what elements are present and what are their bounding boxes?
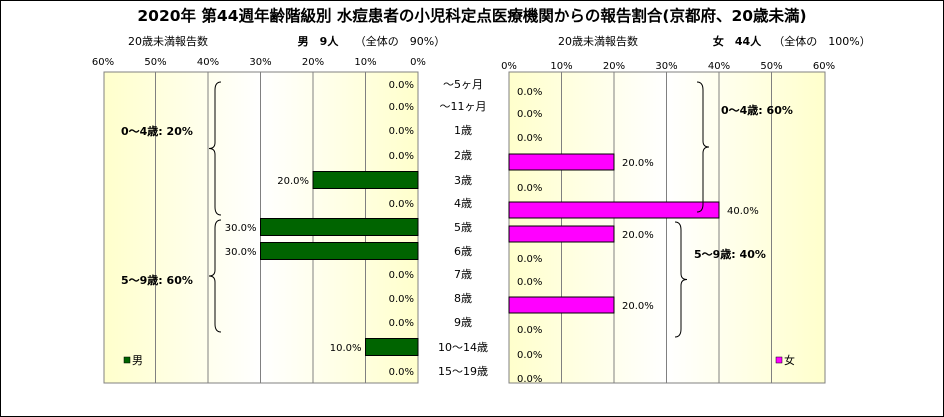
male-x-tick-label: 0% [410, 57, 426, 68]
male-bar [312, 171, 419, 189]
category-label: 5歳 [454, 221, 472, 234]
category-label: 6歳 [454, 245, 472, 258]
category-label: 7歳 [454, 268, 472, 281]
male-data-labels: 0.0% 0.0% 0.0% 0.0% 20.0% 0.0% 30.0% 30.0% 0.0% 0… [225, 80, 414, 378]
female-header: 女 44人 [713, 34, 762, 48]
male-data-label: 30.0% [225, 247, 257, 258]
female-data-label: 0.0% [517, 277, 542, 288]
male-bar [260, 218, 419, 236]
female-group-5-9: 5～9歳: 40% [694, 247, 766, 261]
category-label: 9歳 [454, 316, 472, 329]
male-x-tick-label: 40% [197, 57, 219, 68]
female-share: （全体の 100%） [773, 34, 870, 48]
male-data-label: 0.0% [389, 318, 414, 329]
category-label: 8歳 [454, 292, 472, 305]
female-bar [508, 296, 615, 314]
female-data-label: 0.0% [517, 87, 542, 98]
male-bar [260, 242, 419, 260]
category-labels: ～5ヶ月 ～11ヶ月 1歳 2歳 3歳 4歳 5歳 6歳 7歳 8歳 9歳 10～14歳 15～19歳 [438, 78, 488, 378]
male-x-tick-label: 60% [92, 57, 114, 68]
male-data-label: 10.0% [330, 343, 362, 354]
female-data-labels: 0.0% 0.0% 0.0% 20.0% 0.0% 40.0% 20.0% 0.0% 0.0% 2… [517, 87, 759, 385]
right-caption: 20歳未満報告数 [558, 35, 638, 48]
female-data-label: 0.0% [517, 350, 542, 361]
age-bracket [696, 81, 710, 213]
male-legend-label: 男 [132, 354, 143, 367]
female-data-label: 20.0% [622, 158, 654, 169]
female-x-tick-label: 0% [501, 61, 517, 72]
male-data-label: 30.0% [225, 223, 257, 234]
female-x-tick-label: 10% [550, 61, 572, 72]
category-label: 15～19歳 [438, 365, 488, 378]
age-bracket [674, 221, 688, 338]
female-data-label: 20.0% [622, 301, 654, 312]
female-data-label: 0.0% [517, 133, 542, 144]
female-x-tick-label: 60% [813, 61, 835, 72]
female-legend-swatch [775, 356, 783, 364]
male-data-label: 20.0% [277, 176, 309, 187]
male-group-0-4: 0～4歳: 20% [121, 124, 193, 138]
category-label: 10～14歳 [438, 341, 488, 354]
category-label: 2歳 [454, 149, 472, 162]
male-data-label: 0.0% [389, 126, 414, 137]
age-bracket [208, 219, 222, 333]
male-x-tick-label: 50% [144, 57, 166, 68]
female-data-label: 0.0% [517, 183, 542, 194]
female-data-label: 20.0% [622, 230, 654, 241]
age-group-brackets: 0～4歳: 20% 5～9歳: 60% 0～4歳: 60% 5～9歳: 40% [121, 81, 793, 338]
female-x-ticks: 0% 10% 20% 30% 40% 50% 60% [501, 61, 835, 72]
left-caption: 20歳未満報告数 [128, 35, 208, 48]
category-label: ～11ヶ月 [440, 100, 487, 113]
male-data-label: 0.0% [389, 102, 414, 113]
female-data-label: 0.0% [517, 254, 542, 265]
female-group-0-4: 0～4歳: 60% [721, 103, 793, 117]
age-bracket [208, 81, 222, 216]
female-x-tick-label: 20% [603, 61, 625, 72]
male-x-tick-label: 10% [354, 57, 376, 68]
category-label: ～5ヶ月 [443, 78, 483, 91]
chart-title: 2020年 第44週年齢階級別 水痘患者の小児科定点医療機関からの報告割合(京都… [137, 6, 806, 25]
male-group-5-9: 5～9歳: 60% [121, 273, 193, 287]
female-data-label: 40.0% [727, 206, 759, 217]
male-x-tick-label: 30% [249, 57, 271, 68]
male-header: 男 9人 [298, 34, 340, 48]
male-data-label: 0.0% [389, 80, 414, 91]
female-bars [508, 153, 720, 314]
female-x-tick-label: 40% [708, 61, 730, 72]
male-data-label: 0.0% [389, 367, 414, 378]
female-bar [508, 201, 720, 219]
category-label: 1歳 [454, 124, 472, 137]
female-x-tick-label: 50% [760, 61, 782, 72]
female-legend-label: 女 [784, 353, 795, 367]
male-bar [365, 338, 419, 356]
female-data-label: 0.0% [517, 374, 542, 385]
female-data-label: 0.0% [517, 325, 542, 336]
male-x-tick-label: 20% [302, 57, 324, 68]
male-data-label: 0.0% [389, 199, 414, 210]
category-label: 3歳 [454, 174, 472, 187]
female-bar [508, 225, 615, 243]
female-x-tick-label: 30% [655, 61, 677, 72]
male-data-label: 0.0% [389, 270, 414, 281]
female-data-label: 0.0% [517, 109, 542, 120]
male-bars [260, 171, 419, 356]
female-bar [508, 153, 615, 171]
male-data-label: 0.0% [389, 151, 414, 162]
category-label: 4歳 [454, 197, 472, 210]
male-legend-swatch [123, 356, 131, 364]
male-x-ticks: 0% 10% 20% 30% 40% 50% 60% [92, 57, 426, 68]
male-share: （全体の 90%） [355, 34, 445, 48]
male-data-label: 0.0% [389, 294, 414, 305]
